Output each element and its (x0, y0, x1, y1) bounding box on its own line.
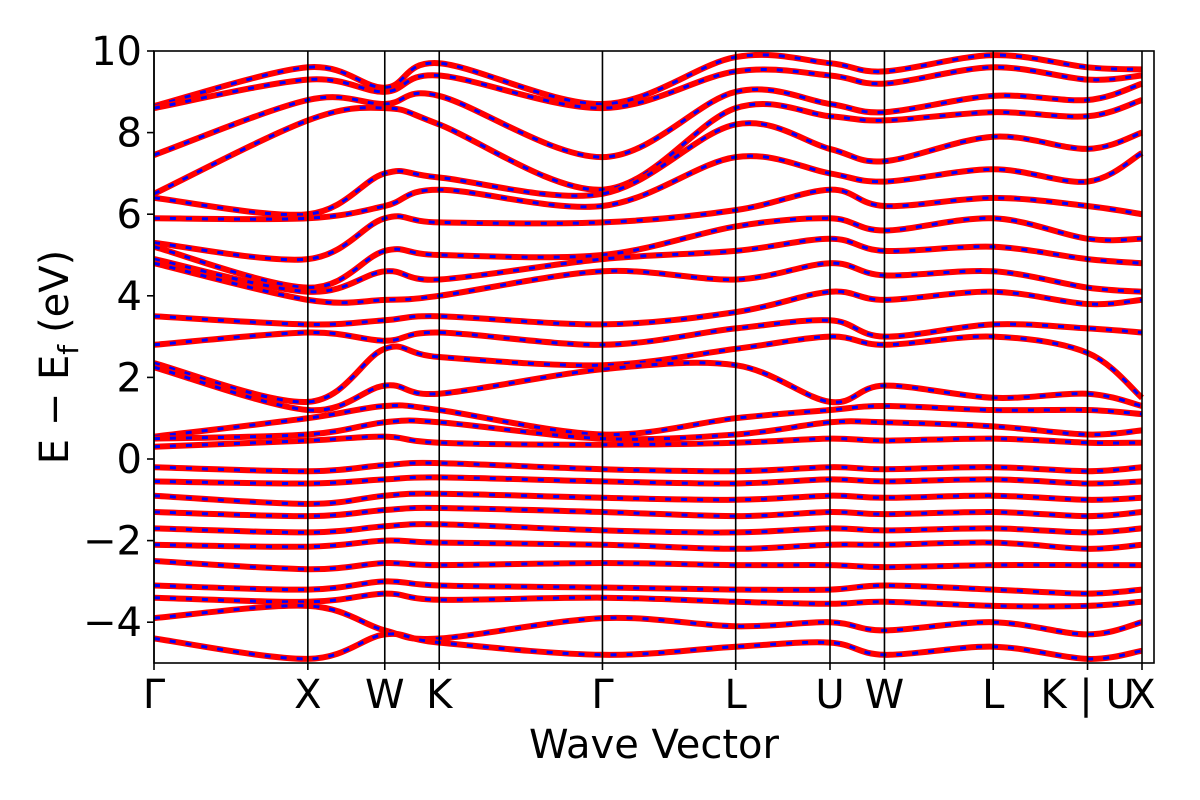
band-line-red (154, 260, 1143, 306)
x-tick-label: K | U (1040, 672, 1134, 718)
band-line-red (154, 333, 1145, 405)
band-line-blue (154, 216, 1143, 290)
y-axis-label-subscript: f (52, 344, 85, 355)
band-line-blue (154, 579, 1143, 596)
y-axis-label: E − Ef (eV) (32, 250, 85, 465)
band-line-blue (154, 475, 1143, 486)
band-line-blue (154, 419, 1143, 441)
band-line-blue (154, 522, 1143, 534)
band-line-red (154, 64, 1143, 112)
band-line-red (154, 235, 1143, 295)
x-tick-label: Γ (591, 672, 614, 718)
x-tick-label: X (294, 672, 321, 718)
y-tick-label: 0 (117, 437, 142, 483)
x-tick-label: K (426, 672, 454, 718)
y-tick-label: 10 (91, 29, 142, 75)
band-line-blue (154, 604, 1143, 641)
band-line-blue (154, 151, 1143, 221)
x-tick-label: W (365, 672, 405, 718)
band-line-blue (154, 435, 1143, 449)
y-axis-ticks: −4 −2 0 2 4 6 8 10 (83, 29, 154, 646)
y-axis-label-main: E − E (32, 355, 78, 465)
y-tick-label: −2 (83, 519, 142, 565)
y-tick-label: 4 (117, 274, 142, 320)
band-line-red (154, 186, 1143, 263)
x-tick-label: Γ (143, 672, 166, 718)
x-axis-label: Wave Vector (529, 722, 780, 768)
plot-frame (153, 50, 1155, 664)
x-tick-label: L (725, 672, 748, 718)
x-tick-label: L (982, 672, 1005, 718)
band-line-blue (154, 632, 1143, 661)
band-line-blue (154, 318, 1143, 347)
band-line-blue (154, 506, 1143, 518)
band-line-blue (154, 289, 1143, 326)
band-line-blue (154, 403, 1143, 439)
y-tick-label: 2 (117, 355, 142, 401)
y-tick-label: −4 (83, 600, 142, 646)
y-axis-label-unit: (eV) (32, 250, 78, 333)
y-tick-label: 8 (117, 111, 142, 157)
band-line-blue (154, 592, 1143, 608)
band-line-blue (154, 538, 1143, 551)
y-tick-label: 6 (117, 192, 142, 238)
x-tick-label: X (1128, 672, 1155, 718)
band-line-blue (154, 559, 1142, 571)
band-line-blue (154, 492, 1143, 506)
x-tick-label: U (815, 672, 844, 718)
band-line-blue (154, 461, 1143, 473)
x-tick-label: W (865, 672, 905, 718)
